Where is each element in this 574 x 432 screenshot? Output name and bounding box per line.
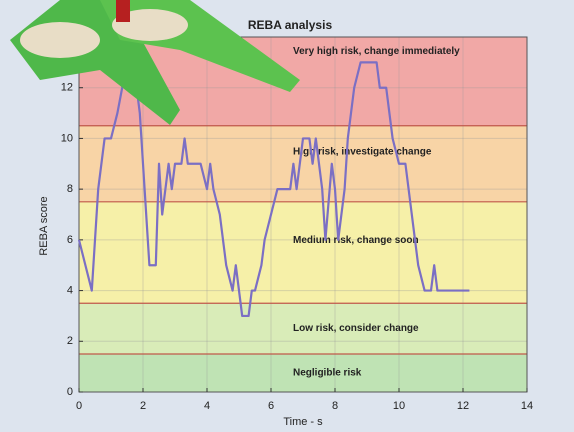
y-tick-label: 12 (61, 82, 73, 94)
band-label: Negligible risk (293, 368, 362, 379)
foot-bone (20, 22, 100, 58)
x-tick-label: 2 (140, 400, 146, 412)
x-tick-label: 0 (76, 400, 82, 412)
x-tick-label: 12 (457, 400, 469, 412)
x-axis-label: Time - s (283, 416, 323, 428)
risk-band (79, 126, 527, 202)
y-tick-label: 0 (67, 386, 73, 398)
x-tick-label: 14 (521, 400, 533, 412)
band-label: Very high risk, change immediately (293, 46, 460, 57)
x-tick-label: 6 (268, 400, 274, 412)
x-tick-label: 8 (332, 400, 338, 412)
x-tick-label: 4 (204, 400, 210, 412)
x-tick-label: 10 (393, 400, 405, 412)
y-axis-label: REBA score (38, 196, 50, 255)
y-tick-label: 4 (67, 284, 73, 296)
band-label: Medium risk, change soon (293, 235, 419, 246)
y-tick-label: 6 (67, 234, 73, 246)
chart: Negligible risk Low risk, consider change… (0, 0, 574, 432)
y-tick-label: 10 (61, 132, 73, 144)
band-label: Low risk, consider change (293, 323, 419, 334)
muscle (116, 0, 130, 22)
y-tick-label: 2 (67, 335, 73, 347)
chart-title: REBA analysis (248, 18, 333, 32)
y-tick-label: 8 (67, 183, 73, 195)
